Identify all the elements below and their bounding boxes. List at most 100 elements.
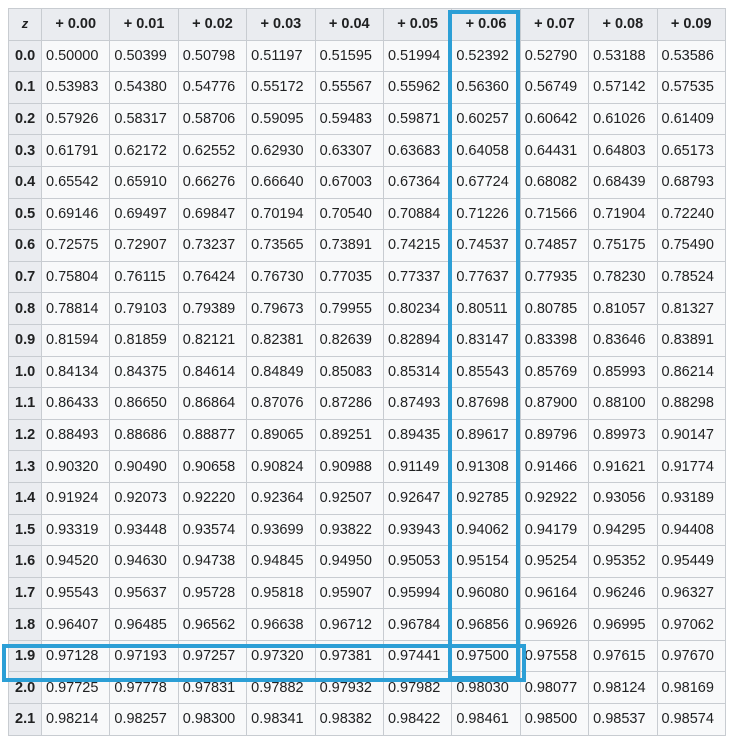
table-row: 1.3 0.90320 0.90490 0.90658 0.90824 0.90988 0.…: [8, 450, 726, 483]
row-header: 0.6: [8, 229, 42, 262]
table-cell: 0.72575: [40, 229, 111, 262]
row-header: 0.4: [8, 165, 42, 199]
row-header: 1.5: [8, 513, 42, 547]
table-cell: 0.95728: [177, 576, 248, 610]
table-cell: 0.56360: [451, 71, 521, 104]
table-cell: 0.96080: [451, 576, 521, 610]
table-cell: 0.88877: [177, 418, 248, 452]
table-cell: 0.98257: [109, 703, 179, 736]
table-cell: 0.77035: [314, 260, 384, 294]
table-cell: 0.95154: [451, 545, 521, 578]
table-cell: 0.96784: [382, 608, 453, 641]
row-header: 1.9: [8, 639, 42, 673]
table-cell: 0.54776: [177, 71, 248, 104]
table-cell: 0.64058: [451, 134, 521, 167]
table-cell: 0.86433: [40, 387, 111, 420]
table-cell: 0.93699: [246, 513, 316, 547]
column-header: + 0.06: [451, 8, 521, 41]
table-cell: 0.56749: [519, 71, 590, 104]
table-cell: 0.69146: [40, 197, 111, 231]
table-cell: 0.60642: [519, 102, 590, 136]
table-cell: 0.84849: [246, 355, 316, 389]
table-cell: 0.70884: [382, 197, 453, 231]
table-cell: 0.90988: [314, 450, 384, 483]
table-cell: 0.97128: [40, 639, 111, 673]
table-cell: 0.90320: [40, 450, 111, 483]
table-cell: 0.94630: [109, 545, 179, 578]
table-cell: 0.78814: [40, 292, 111, 325]
table-cell: 0.98077: [519, 671, 590, 705]
table-cell: 0.84375: [109, 355, 179, 389]
column-header: + 0.07: [519, 8, 590, 41]
row-header: 1.3: [8, 450, 42, 483]
row-header: 1.2: [8, 418, 42, 452]
table-cell: 0.73891: [314, 229, 384, 262]
row-header: 0.2: [8, 102, 42, 136]
table-cell: 0.78230: [588, 260, 658, 294]
table-cell: 0.94738: [177, 545, 248, 578]
table-cell: 0.85993: [588, 355, 658, 389]
table-cell: 0.66276: [177, 165, 248, 199]
table-cell: 0.93448: [109, 513, 179, 547]
table-cell: 0.61791: [40, 134, 111, 167]
table-cell: 0.62552: [177, 134, 248, 167]
table-cell: 0.97882: [246, 671, 316, 705]
table-cell: 0.85543: [451, 355, 521, 389]
table-cell: 0.91621: [588, 450, 658, 483]
table-cell: 0.94950: [314, 545, 384, 578]
table-cell: 0.97441: [382, 639, 453, 673]
table-cell: 0.97062: [656, 608, 726, 641]
table-cell: 0.75804: [40, 260, 111, 294]
table-cell: 0.76424: [177, 260, 248, 294]
table-cell: 0.63307: [314, 134, 384, 167]
row-header: 2.1: [8, 703, 42, 736]
table-cell: 0.93822: [314, 513, 384, 547]
table-cell: 0.78524: [656, 260, 726, 294]
row-header: 1.4: [8, 481, 42, 515]
table-cell: 0.69847: [177, 197, 248, 231]
table-cell: 0.75175: [588, 229, 658, 262]
table-cell: 0.55567: [314, 71, 384, 104]
table-cell: 0.55962: [382, 71, 453, 104]
table-cell: 0.93574: [177, 513, 248, 547]
table-cell: 0.70194: [246, 197, 316, 231]
table-cell: 0.59871: [382, 102, 453, 136]
table-cell: 0.81057: [588, 292, 658, 325]
table-cell: 0.86864: [177, 387, 248, 420]
row-header: 0.9: [8, 323, 42, 357]
table-cell: 0.92647: [382, 481, 453, 515]
table-cell: 0.90824: [246, 450, 316, 483]
table-cell: 0.97381: [314, 639, 384, 673]
table-cell: 0.82894: [382, 323, 453, 357]
table-cell: 0.81594: [40, 323, 111, 357]
table-cell: 0.86650: [109, 387, 179, 420]
table-cell: 0.92785: [451, 481, 521, 515]
table-cell: 0.97500: [451, 639, 521, 673]
table-cell: 0.98214: [40, 703, 111, 736]
table-row: 0.5 0.69146 0.69497 0.69847 0.70194 0.70540 0.…: [8, 197, 726, 231]
table-cell: 0.67724: [451, 165, 521, 199]
table-cell: 0.98300: [177, 703, 248, 736]
table-cell: 0.91308: [451, 450, 521, 483]
table-cell: 0.89973: [588, 418, 658, 452]
table-cell: 0.97831: [177, 671, 248, 705]
table-cell: 0.88298: [656, 387, 726, 420]
table-cell: 0.61026: [588, 102, 658, 136]
table-cell: 0.67003: [314, 165, 384, 199]
table-cell: 0.91924: [40, 481, 111, 515]
table-cell: 0.97778: [109, 671, 179, 705]
table-cell: 0.88686: [109, 418, 179, 452]
table-row: 1.0 0.84134 0.84375 0.84614 0.84849 0.85083 0.…: [8, 355, 726, 389]
table-cell: 0.76730: [246, 260, 316, 294]
table-cell: 0.62172: [109, 134, 179, 167]
table-cell: 0.95053: [382, 545, 453, 578]
table-cell: 0.90658: [177, 450, 248, 483]
table-cell: 0.65542: [40, 165, 111, 199]
table-cell: 0.62930: [246, 134, 316, 167]
table-cell: 0.95352: [588, 545, 658, 578]
table-row: 1.2 0.88493 0.88686 0.88877 0.89065 0.89251 0.…: [8, 418, 726, 452]
table-cell: 0.57926: [40, 102, 111, 136]
row-header: 0.5: [8, 197, 42, 231]
table-body: 0.0 0.50000 0.50399 0.50798 0.51197 0.51595 0.…: [8, 39, 726, 736]
table-cell: 0.96164: [519, 576, 590, 610]
